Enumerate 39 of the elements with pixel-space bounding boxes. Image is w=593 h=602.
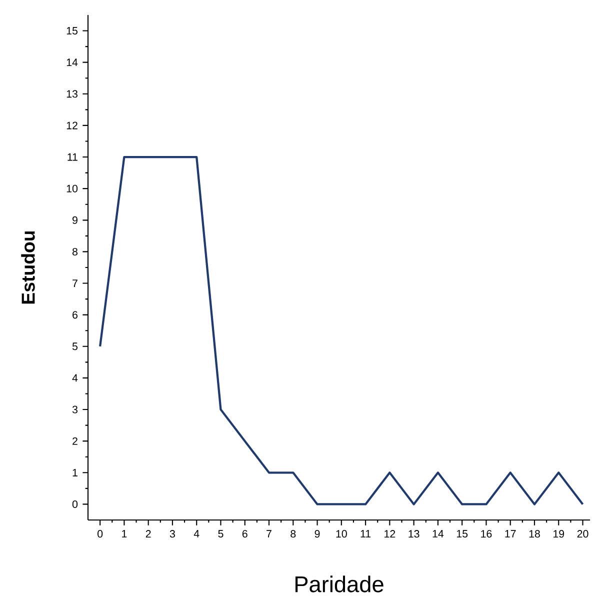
y-tick-label: 3 [72,406,78,414]
y-tick-label: 0 [72,500,78,508]
x-tick-label: 17 [505,530,516,538]
x-tick-label: 20 [577,530,588,538]
y-tick-label: 14 [66,58,78,66]
x-tick-label: 19 [553,530,564,538]
x-tick-label: 18 [529,530,540,538]
y-tick-label: 13 [66,90,78,98]
y-tick-label: 15 [66,27,78,34]
y-axis-title: Estudou [21,231,35,304]
x-tick-label: 11 [360,530,370,538]
x-tick-label: 10 [336,530,347,538]
x-axis-title: Paridade [295,576,384,592]
x-tick-label: 9 [314,530,320,538]
x-tick-label: 15 [456,530,468,538]
y-tick-label: 10 [66,184,78,192]
x-tick-label: 0 [97,530,103,538]
x-tick-label: 8 [290,530,296,538]
y-tick-label: 12 [66,122,78,130]
x-tick-label: 6 [242,530,248,538]
x-tick-label: 12 [384,530,396,538]
x-tick-label: 16 [481,530,492,538]
x-tick-label: 13 [408,530,420,538]
y-tick-label: 11 [68,153,78,161]
x-tick-label: 3 [170,530,175,538]
y-tick-label: 4 [72,374,78,382]
x-tick-label: 5 [218,530,224,538]
y-tick-label: 5 [72,342,78,350]
x-tick-label: 7 [266,530,272,538]
x-tick-label: 1 [122,530,127,538]
y-tick-label: 9 [72,216,78,224]
y-tick-label: 7 [72,280,78,287]
x-tick-label: 4 [194,530,200,538]
y-tick-label: 6 [72,311,78,319]
y-tick-label: 1 [72,468,78,476]
y-tick-label: 8 [72,248,78,256]
x-tick-label: 14 [432,530,444,538]
y-tick-label: 2 [72,437,78,445]
x-tick-label: 2 [146,530,151,538]
